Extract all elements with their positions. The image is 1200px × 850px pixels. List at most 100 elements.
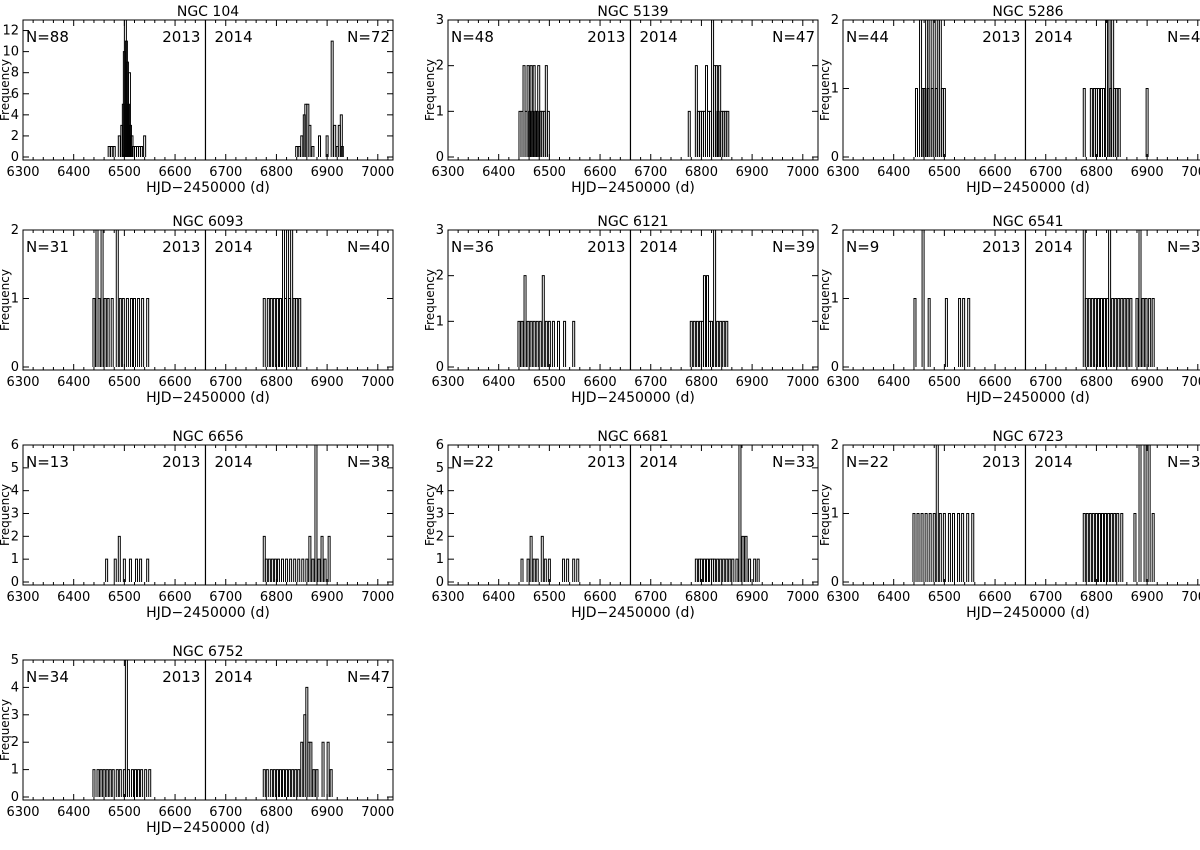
season-label-2013: 2013	[587, 238, 625, 256]
x-tick-label: 6500	[533, 375, 566, 390]
y-axis-label: Frequency	[0, 59, 12, 121]
y-tick-label: 2	[831, 438, 839, 453]
histogram-bar	[1120, 298, 1124, 367]
histogram-bar	[300, 741, 304, 797]
histogram-bar	[529, 320, 533, 367]
histogram-bar	[951, 513, 955, 582]
season-label-2014: 2014	[639, 238, 677, 256]
histogram-bar	[920, 513, 924, 582]
y-axis-label: Frequency	[0, 269, 12, 331]
x-tick-label: 6400	[57, 805, 90, 820]
histogram-bar	[706, 558, 710, 582]
y-tick-label: 4	[436, 484, 444, 499]
histogram-bar	[540, 535, 544, 582]
histogram-bar	[756, 558, 760, 582]
histogram-bar	[1084, 298, 1088, 367]
panel-title: NGC 6681	[597, 429, 668, 445]
histogram-bar	[543, 558, 547, 582]
histogram-bar	[912, 513, 916, 582]
histogram-bar	[290, 230, 294, 367]
histogram-bar	[282, 769, 286, 797]
histogram-bar	[269, 769, 273, 797]
histogram-bar	[1101, 513, 1105, 582]
bar-group	[105, 445, 331, 582]
x-tick-label: 6400	[482, 375, 515, 390]
histogram-bar	[957, 513, 961, 582]
y-tick-label: 2	[436, 529, 444, 544]
histogram-bar	[556, 320, 560, 367]
histogram-bar	[275, 769, 279, 797]
y-tick-label: 6	[436, 438, 444, 453]
x-tick-label: 7000	[361, 165, 394, 180]
histogram-bar	[731, 558, 735, 582]
histogram-bar	[944, 298, 948, 367]
histogram-bar	[735, 558, 739, 582]
histogram-bar	[121, 298, 125, 367]
x-tick-label: 6400	[57, 590, 90, 605]
histogram-bar	[148, 769, 152, 797]
histogram-bar	[971, 513, 975, 582]
histogram-bar	[295, 145, 299, 157]
histogram-bar	[935, 445, 939, 582]
histogram-bar	[1129, 298, 1133, 367]
histogram-panel: 6300 6400 6500 6600 6700 6800 6900 7000 0 1 2 NGC 5…	[818, 4, 1200, 196]
x-tick-label: 6900	[311, 590, 344, 605]
histogram-bar	[744, 535, 748, 582]
x-tick-label: 6900	[1131, 590, 1164, 605]
histogram-bar	[115, 769, 119, 797]
x-tick-label: 6800	[1080, 590, 1113, 605]
season-label-2013: 2013	[162, 238, 200, 256]
season-label-2013: 2013	[587, 453, 625, 471]
histogram-bar	[1144, 298, 1148, 367]
histogram-bar	[139, 558, 143, 582]
histogram-bar	[694, 558, 698, 582]
histogram-bar	[547, 558, 551, 582]
histogram-bar	[317, 558, 321, 582]
x-axis-label: HJD−2450000 (d)	[146, 390, 270, 406]
histogram-bar	[329, 769, 333, 797]
x-tick-label: 6800	[1080, 375, 1113, 390]
season-label-2014: 2014	[1034, 28, 1072, 46]
histogram-bar	[728, 558, 732, 582]
x-tick-label: 6500	[928, 590, 961, 605]
x-tick-label: 6400	[877, 590, 910, 605]
x-tick-label: 6800	[1080, 165, 1113, 180]
histogram-bar	[692, 320, 696, 367]
n-count-2013: N=13	[26, 453, 69, 471]
histogram-bar	[124, 40, 128, 157]
histogram-bar	[267, 558, 271, 582]
x-tick-label: 6500	[108, 590, 141, 605]
histogram-bar	[551, 320, 555, 367]
x-tick-label: 6700	[209, 805, 242, 820]
histogram-bar	[112, 145, 116, 157]
histogram-bar	[702, 558, 706, 582]
n-count-2013: N=34	[26, 668, 69, 686]
x-tick-label: 6600	[979, 590, 1012, 605]
y-tick-label: 0	[11, 150, 19, 165]
histogram-bar	[566, 558, 570, 582]
histogram-bar	[572, 558, 576, 582]
histogram-bar	[129, 298, 133, 367]
plot-frame	[22, 19, 394, 161]
histogram-bar	[544, 320, 548, 367]
y-tick-label: 3	[436, 13, 444, 28]
x-tick-label: 6600	[159, 165, 192, 180]
x-tick-label: 6400	[57, 375, 90, 390]
histogram-bar	[1099, 298, 1103, 367]
x-tick-label: 6400	[57, 165, 90, 180]
n-count-2014: N=40	[347, 238, 390, 256]
histogram-bar	[141, 298, 145, 367]
histogram-bar	[913, 298, 917, 367]
histogram-bar	[753, 558, 757, 582]
histogram-panel: 6300 6400 6500 6600 6700 6800 6900 7000 0 1 2 3 4 5 NG…	[0, 644, 394, 836]
histogram-bar	[264, 558, 268, 582]
histogram-bar	[262, 298, 266, 367]
histogram-bar	[297, 769, 301, 797]
season-label-2013: 2013	[162, 28, 200, 46]
n-count-2014: N=38	[347, 453, 390, 471]
x-axis-label: HJD−2450000 (d)	[571, 605, 695, 621]
histogram-bar	[294, 769, 298, 797]
histogram-bar	[1096, 298, 1100, 367]
histogram-bar	[292, 298, 296, 367]
histogram-bar	[719, 320, 723, 367]
